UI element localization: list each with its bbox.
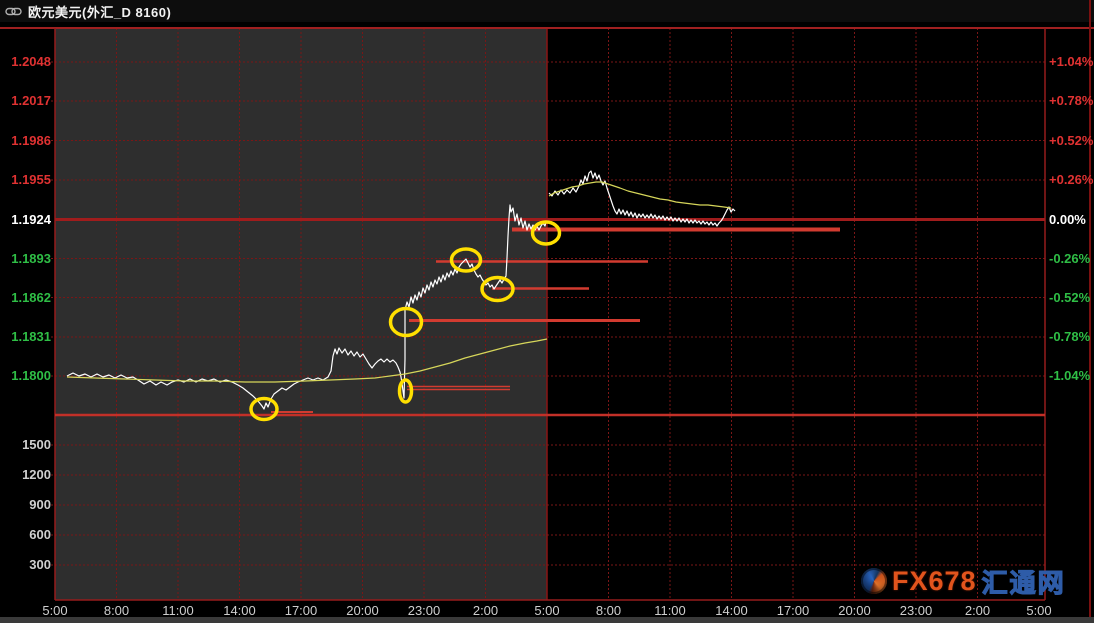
title-bar[interactable]: 欧元美元(外汇_D 8160) [0,0,1094,22]
watermark-brand: FX678 [892,565,977,596]
fx678-globe-icon [861,568,887,594]
ma-line [66,338,548,383]
link-icon [5,6,22,17]
annotation-ellipse [397,378,414,404]
ma-line [548,181,732,209]
annotation-ellipse [449,247,483,273]
watermark: FX678 汇通网 [861,565,1066,598]
price-line [548,170,736,227]
chart-title: 欧元美元(外汇_D 8160) [28,4,172,20]
annotation-ellipse [530,220,562,246]
annotation-ellipse [480,275,515,303]
annotation-ellipse [388,306,424,338]
watermark-brand-cn: 汇通网 [981,567,1066,598]
annotation-ellipse [249,396,279,422]
price-line [66,204,547,410]
window-bottom-edge [0,617,1094,623]
